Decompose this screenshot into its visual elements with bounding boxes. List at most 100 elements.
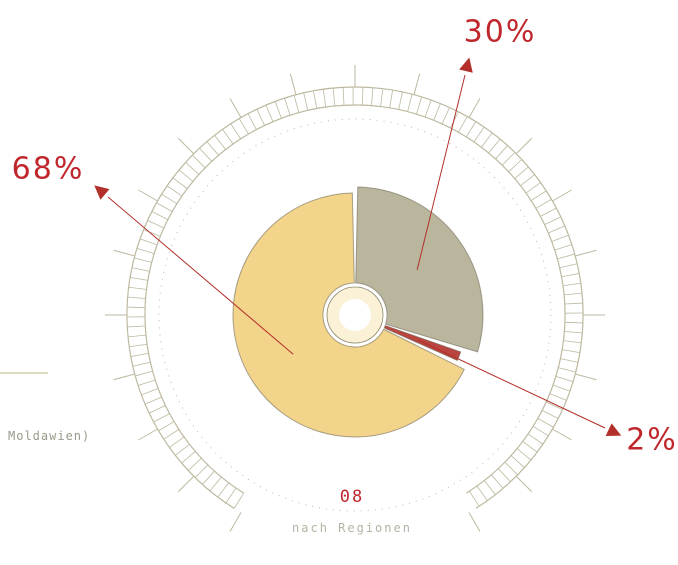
ring-major-tick <box>229 512 242 532</box>
ring-tick <box>562 282 581 287</box>
ring-tick <box>540 207 557 217</box>
value-label: 30% <box>464 15 537 50</box>
center-hole <box>339 299 371 331</box>
ring-tick <box>130 276 148 281</box>
ring-major-tick <box>552 189 572 202</box>
ring-tick <box>136 247 155 254</box>
ring-tick <box>202 470 215 485</box>
gauge-ring <box>105 65 605 532</box>
ring-tick <box>504 461 518 476</box>
ring-tick <box>313 90 318 109</box>
ring-tick <box>233 492 245 509</box>
ring-tick <box>134 257 152 263</box>
ring-tick <box>225 487 237 504</box>
value-label: 68% <box>12 152 85 187</box>
ring-tick <box>551 234 569 242</box>
ring-tick <box>127 296 146 299</box>
ring-tick <box>535 198 552 209</box>
ring-tick <box>398 91 403 110</box>
ring-major-tick <box>113 249 135 257</box>
ring-tick <box>256 109 265 126</box>
ring-tick <box>194 464 209 478</box>
ring-tick <box>560 358 579 363</box>
ring-tick <box>274 101 282 119</box>
ring-major-tick <box>575 373 597 381</box>
ring-major-tick <box>468 98 481 118</box>
ring-tick <box>441 107 450 125</box>
ring-tick <box>545 401 563 410</box>
ring-tick <box>141 388 159 396</box>
ring-tick <box>559 263 578 269</box>
ring-tick <box>424 99 432 118</box>
ring-tick <box>557 253 575 260</box>
ring-tick <box>520 174 535 187</box>
ring-tick <box>380 88 384 107</box>
ring-tick <box>562 349 580 354</box>
ring-tick <box>342 87 345 106</box>
ring-tick <box>458 116 468 133</box>
ring-tick <box>563 292 582 296</box>
ring-tick <box>491 474 504 489</box>
ring-tick <box>144 396 162 405</box>
ring-tick <box>187 457 202 471</box>
ring-tick <box>549 393 567 401</box>
ring-tick <box>558 367 576 373</box>
ring-tick <box>139 238 158 246</box>
ring-tick <box>247 113 257 130</box>
ring-tick <box>217 482 229 498</box>
ring-tick <box>488 138 501 154</box>
ring-major-tick <box>413 73 421 95</box>
ring-tick <box>156 202 173 212</box>
ring-tick <box>561 273 580 278</box>
ring-tick <box>131 267 150 272</box>
ring-tick <box>127 325 146 328</box>
ring-major-tick <box>138 428 158 441</box>
ring-tick <box>185 162 200 175</box>
number: 08 <box>340 487 364 507</box>
ring-tick <box>147 220 165 229</box>
ring-tick <box>178 169 194 182</box>
ring-tick <box>514 166 529 179</box>
ring-tick <box>433 103 441 121</box>
ring-tick <box>522 441 538 453</box>
ring-tick <box>132 361 151 367</box>
ring-major-tick <box>515 475 533 493</box>
ring-tick <box>552 384 571 392</box>
ring-tick <box>151 211 169 221</box>
ring-tick <box>161 193 178 205</box>
ring-tick <box>407 94 413 112</box>
ring-tick <box>303 92 309 111</box>
ring-tick <box>481 132 493 148</box>
ring-tick <box>564 331 583 334</box>
ring-tick <box>149 405 166 414</box>
ring-tick <box>181 451 196 464</box>
ring-tick <box>135 370 153 377</box>
pie-slice <box>232 192 465 438</box>
ring-major-tick <box>468 512 481 532</box>
ring-tick <box>322 89 327 108</box>
ring-tick <box>527 433 544 445</box>
ring-major-tick <box>515 137 533 155</box>
ring-tick <box>495 145 508 160</box>
ring-tick <box>497 468 511 483</box>
caption: nach Regionen <box>292 521 412 535</box>
ring-tick <box>265 104 274 122</box>
ring-tick <box>537 418 554 428</box>
ring-tick <box>222 129 234 145</box>
ring-tick <box>158 421 175 432</box>
ring-tick <box>510 455 525 468</box>
ring-outer <box>126 86 584 509</box>
ring-tick <box>138 379 156 386</box>
ring-tick <box>175 443 190 456</box>
ring-tick <box>332 88 336 107</box>
ring-tick <box>192 154 206 169</box>
ring-tick <box>508 159 523 173</box>
leader-line <box>107 196 294 355</box>
ring-tick <box>129 343 148 348</box>
ring-tick <box>238 118 249 135</box>
side-label: Moldawien) <box>8 429 90 443</box>
ring-tick <box>127 306 146 309</box>
ring-tick <box>541 409 559 419</box>
ring-tick <box>548 225 566 234</box>
ring-tick <box>153 413 170 423</box>
